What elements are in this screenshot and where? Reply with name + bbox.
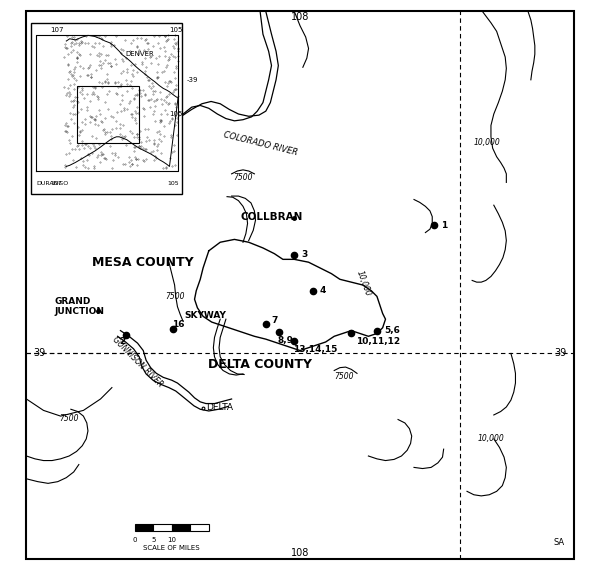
Text: 0: 0 — [133, 537, 137, 543]
Bar — [31, 23, 182, 194]
Text: 10,11,12: 10,11,12 — [356, 337, 400, 346]
Text: 1: 1 — [441, 221, 447, 230]
Text: -39: -39 — [187, 77, 198, 83]
Text: 105: 105 — [167, 181, 179, 186]
Text: 105: 105 — [170, 27, 183, 34]
Text: 3: 3 — [301, 250, 307, 259]
Bar — [77, 86, 139, 142]
Text: 39: 39 — [554, 348, 567, 359]
Text: 7500: 7500 — [233, 173, 253, 182]
Text: SKYWAY: SKYWAY — [185, 311, 227, 320]
Text: SCALE OF MILES: SCALE OF MILES — [143, 545, 200, 551]
Bar — [190, 524, 209, 531]
Text: 108: 108 — [291, 548, 309, 558]
Text: 8,9: 8,9 — [278, 336, 294, 345]
Text: SA: SA — [554, 538, 565, 547]
Text: 7: 7 — [271, 316, 278, 325]
Text: 5: 5 — [151, 537, 155, 543]
Text: 108: 108 — [291, 12, 309, 22]
Text: 13,14,15: 13,14,15 — [293, 345, 337, 354]
Text: 107: 107 — [51, 181, 62, 186]
Text: DENVER: DENVER — [125, 51, 154, 57]
Text: GRAND
JUNCTION: GRAND JUNCTION — [55, 297, 105, 316]
Text: DURANGO: DURANGO — [37, 181, 69, 186]
Text: 105: 105 — [170, 111, 183, 117]
Text: GUNNISON RIVER: GUNNISON RIVER — [110, 335, 164, 389]
Text: MESA COUNTY: MESA COUNTY — [92, 256, 194, 268]
Text: 7500: 7500 — [335, 372, 354, 381]
Text: 4: 4 — [319, 286, 326, 295]
Text: 10,000: 10,000 — [473, 138, 500, 147]
Text: 5,6: 5,6 — [384, 326, 400, 335]
Text: 107: 107 — [50, 27, 64, 34]
Text: COLORADO RIVER: COLORADO RIVER — [222, 130, 298, 157]
Text: COLLBRAN: COLLBRAN — [240, 211, 302, 222]
Text: DELTA COUNTY: DELTA COUNTY — [208, 359, 312, 371]
Text: 7500: 7500 — [165, 292, 184, 301]
Text: 7500: 7500 — [59, 414, 79, 424]
Text: 39: 39 — [33, 348, 46, 359]
Text: 10,000: 10,000 — [478, 434, 505, 443]
Text: 2: 2 — [119, 337, 125, 347]
Text: 10,000: 10,000 — [355, 270, 373, 298]
Text: 16: 16 — [172, 320, 185, 329]
Bar — [134, 524, 153, 531]
Bar — [172, 524, 190, 531]
Bar — [153, 524, 172, 531]
Text: DELTA: DELTA — [206, 403, 233, 412]
Text: 10: 10 — [167, 537, 176, 543]
